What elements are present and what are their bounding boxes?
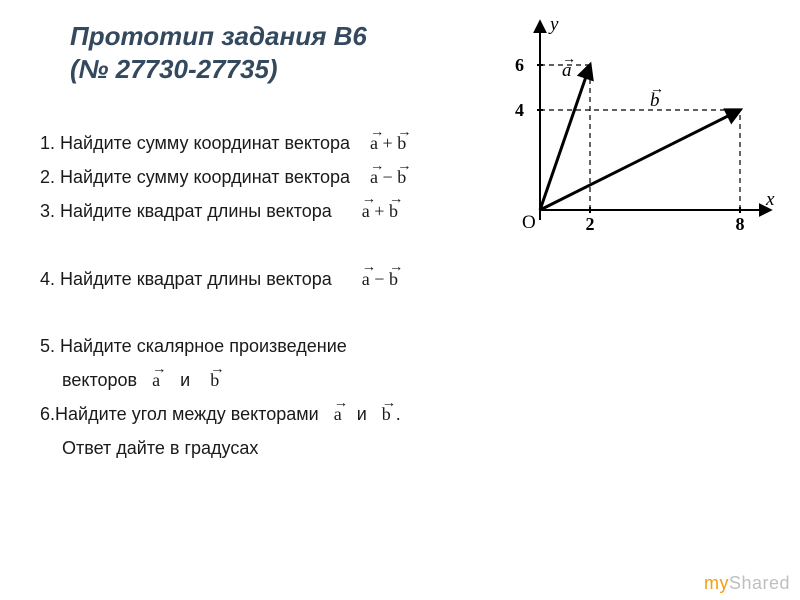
q4-text: 4. Найдите квадрат длины вектора [40,269,332,289]
chart-guides [540,65,740,210]
vec-b: b [210,370,219,390]
q5-line-b: векторов a и b [40,367,480,395]
q6-post: . [396,404,401,424]
q6-line: 6.Найдите угол между векторами a и b . [40,401,480,429]
y-axis-label: y [548,14,559,35]
chart-ticks [537,65,740,213]
q3-line: 3. Найдите квадрат длины вектора a + b [40,198,480,226]
q3-text: 3. Найдите квадрат длины вектора [40,201,332,221]
chart-tick-labels: 2 8 4 6 [515,55,745,234]
q1-line: 1. Найдите сумму координат вектора a + b [40,130,480,158]
vector-chart: x y O 2 8 4 6 → a → b [500,10,780,245]
expr-a-minus-b: a − b [370,167,406,187]
title-line1: Прототип задания В6 [70,21,367,51]
page-title: Прототип задания В6 (№ 27730-27735) [70,20,450,85]
q6b-line: Ответ дайте в градусах [40,435,480,463]
xtick-2: 2 [586,214,595,234]
watermark-shared: Shared [729,573,790,593]
q2-line: 2. Найдите сумму координат вектора a − b [40,164,480,192]
q4-line: 4. Найдите квадрат длины вектора a − b [40,266,480,294]
xtick-8: 8 [736,214,745,234]
q5a-text: 5. Найдите скалярное произведение [40,336,347,356]
q6-pre: 6.Найдите угол между векторами [40,404,319,424]
watermark: myShared [704,573,790,594]
expr-a-plus-b: a + b [370,133,406,153]
ytick-6: 6 [515,55,524,75]
vec-label-a: a [562,60,572,81]
origin-label: O [522,212,536,233]
vec-a-2: a [334,404,342,424]
title-line2: (№ 27730-27735) [70,54,278,84]
expr-a-plus-b-2: a + b [362,201,398,221]
chart-vectors [540,65,740,210]
q2-text: 2. Найдите сумму координат вектора [40,167,350,187]
x-axis-label: x [765,189,775,210]
watermark-my: my [704,573,729,593]
q1-text: 1. Найдите сумму координат вектора [40,133,350,153]
ytick-4: 4 [515,100,524,120]
vec-label-b: b [650,90,660,111]
expr-a-minus-b-2: a − b [362,269,398,289]
q6-mid: и [357,404,367,424]
q6b-text: Ответ дайте в градусах [62,438,258,458]
q5b-mid: и [180,370,190,390]
questions-block: 1. Найдите сумму координат вектора a + b… [40,130,480,469]
q5-line-a: 5. Найдите скалярное произведение [40,333,480,361]
vec-a: a [152,370,160,390]
q5b-pre: векторов [62,370,137,390]
vec-b-2: b [382,404,391,424]
